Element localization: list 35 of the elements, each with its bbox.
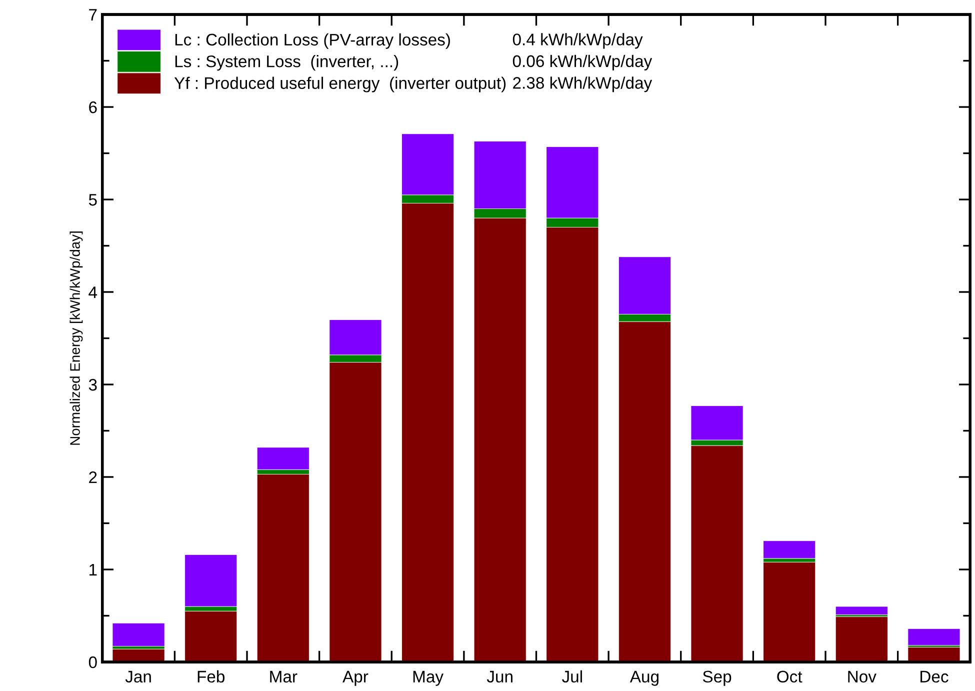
y-tick-label: 0 bbox=[88, 656, 97, 668]
y-tick-label: 7 bbox=[89, 9, 97, 21]
x-tick-label: Jul bbox=[562, 670, 582, 683]
bar bbox=[112, 622, 165, 646]
bar bbox=[763, 540, 816, 559]
bar bbox=[184, 610, 238, 662]
annotation: 0.4 kWh/kWp/day bbox=[512, 33, 643, 49]
x-tick-label: May bbox=[413, 670, 444, 686]
y-tick-label: 2 bbox=[89, 471, 97, 484]
x-tick-label: Feb bbox=[198, 670, 225, 683]
x-tick-label: Mar bbox=[270, 670, 298, 683]
x-tick-label: Apr bbox=[342, 670, 368, 686]
x-tick-label: Aug bbox=[630, 670, 658, 686]
y-tick-label: 5 bbox=[88, 194, 97, 206]
y-axis-title: Normalized Energy [kWh/kWp/day] bbox=[70, 232, 83, 445]
annotation: 2.38 kWh/kWp/day bbox=[513, 76, 652, 92]
bar bbox=[835, 616, 888, 662]
x-tick-label: Nov bbox=[848, 670, 876, 683]
bar bbox=[835, 606, 888, 616]
y-tick-label: 3 bbox=[88, 378, 97, 391]
x-tick-label: Jan bbox=[125, 670, 151, 683]
legend-label: Yf : Produced useful energy (inverter output) bbox=[174, 76, 506, 92]
x-tick-label: Oct bbox=[777, 670, 802, 683]
y-tick-label: 6 bbox=[89, 101, 97, 114]
y-tick-label: 1 bbox=[90, 564, 97, 576]
legend-label: Lc : Collection Loss (PV-array losses) bbox=[175, 33, 450, 49]
y-tick-label: 4 bbox=[88, 286, 98, 298]
bar bbox=[256, 474, 310, 662]
legend-label: Ls : System Loss (inverter, ...) bbox=[175, 55, 398, 71]
bar bbox=[763, 562, 816, 662]
annotation: 0.06 kWh/kWp/day bbox=[512, 54, 652, 70]
x-tick-label: Dec bbox=[920, 670, 948, 683]
bar bbox=[908, 628, 960, 646]
x-tick-label: Sep bbox=[702, 670, 732, 686]
x-tick-label: Jun bbox=[486, 670, 512, 683]
